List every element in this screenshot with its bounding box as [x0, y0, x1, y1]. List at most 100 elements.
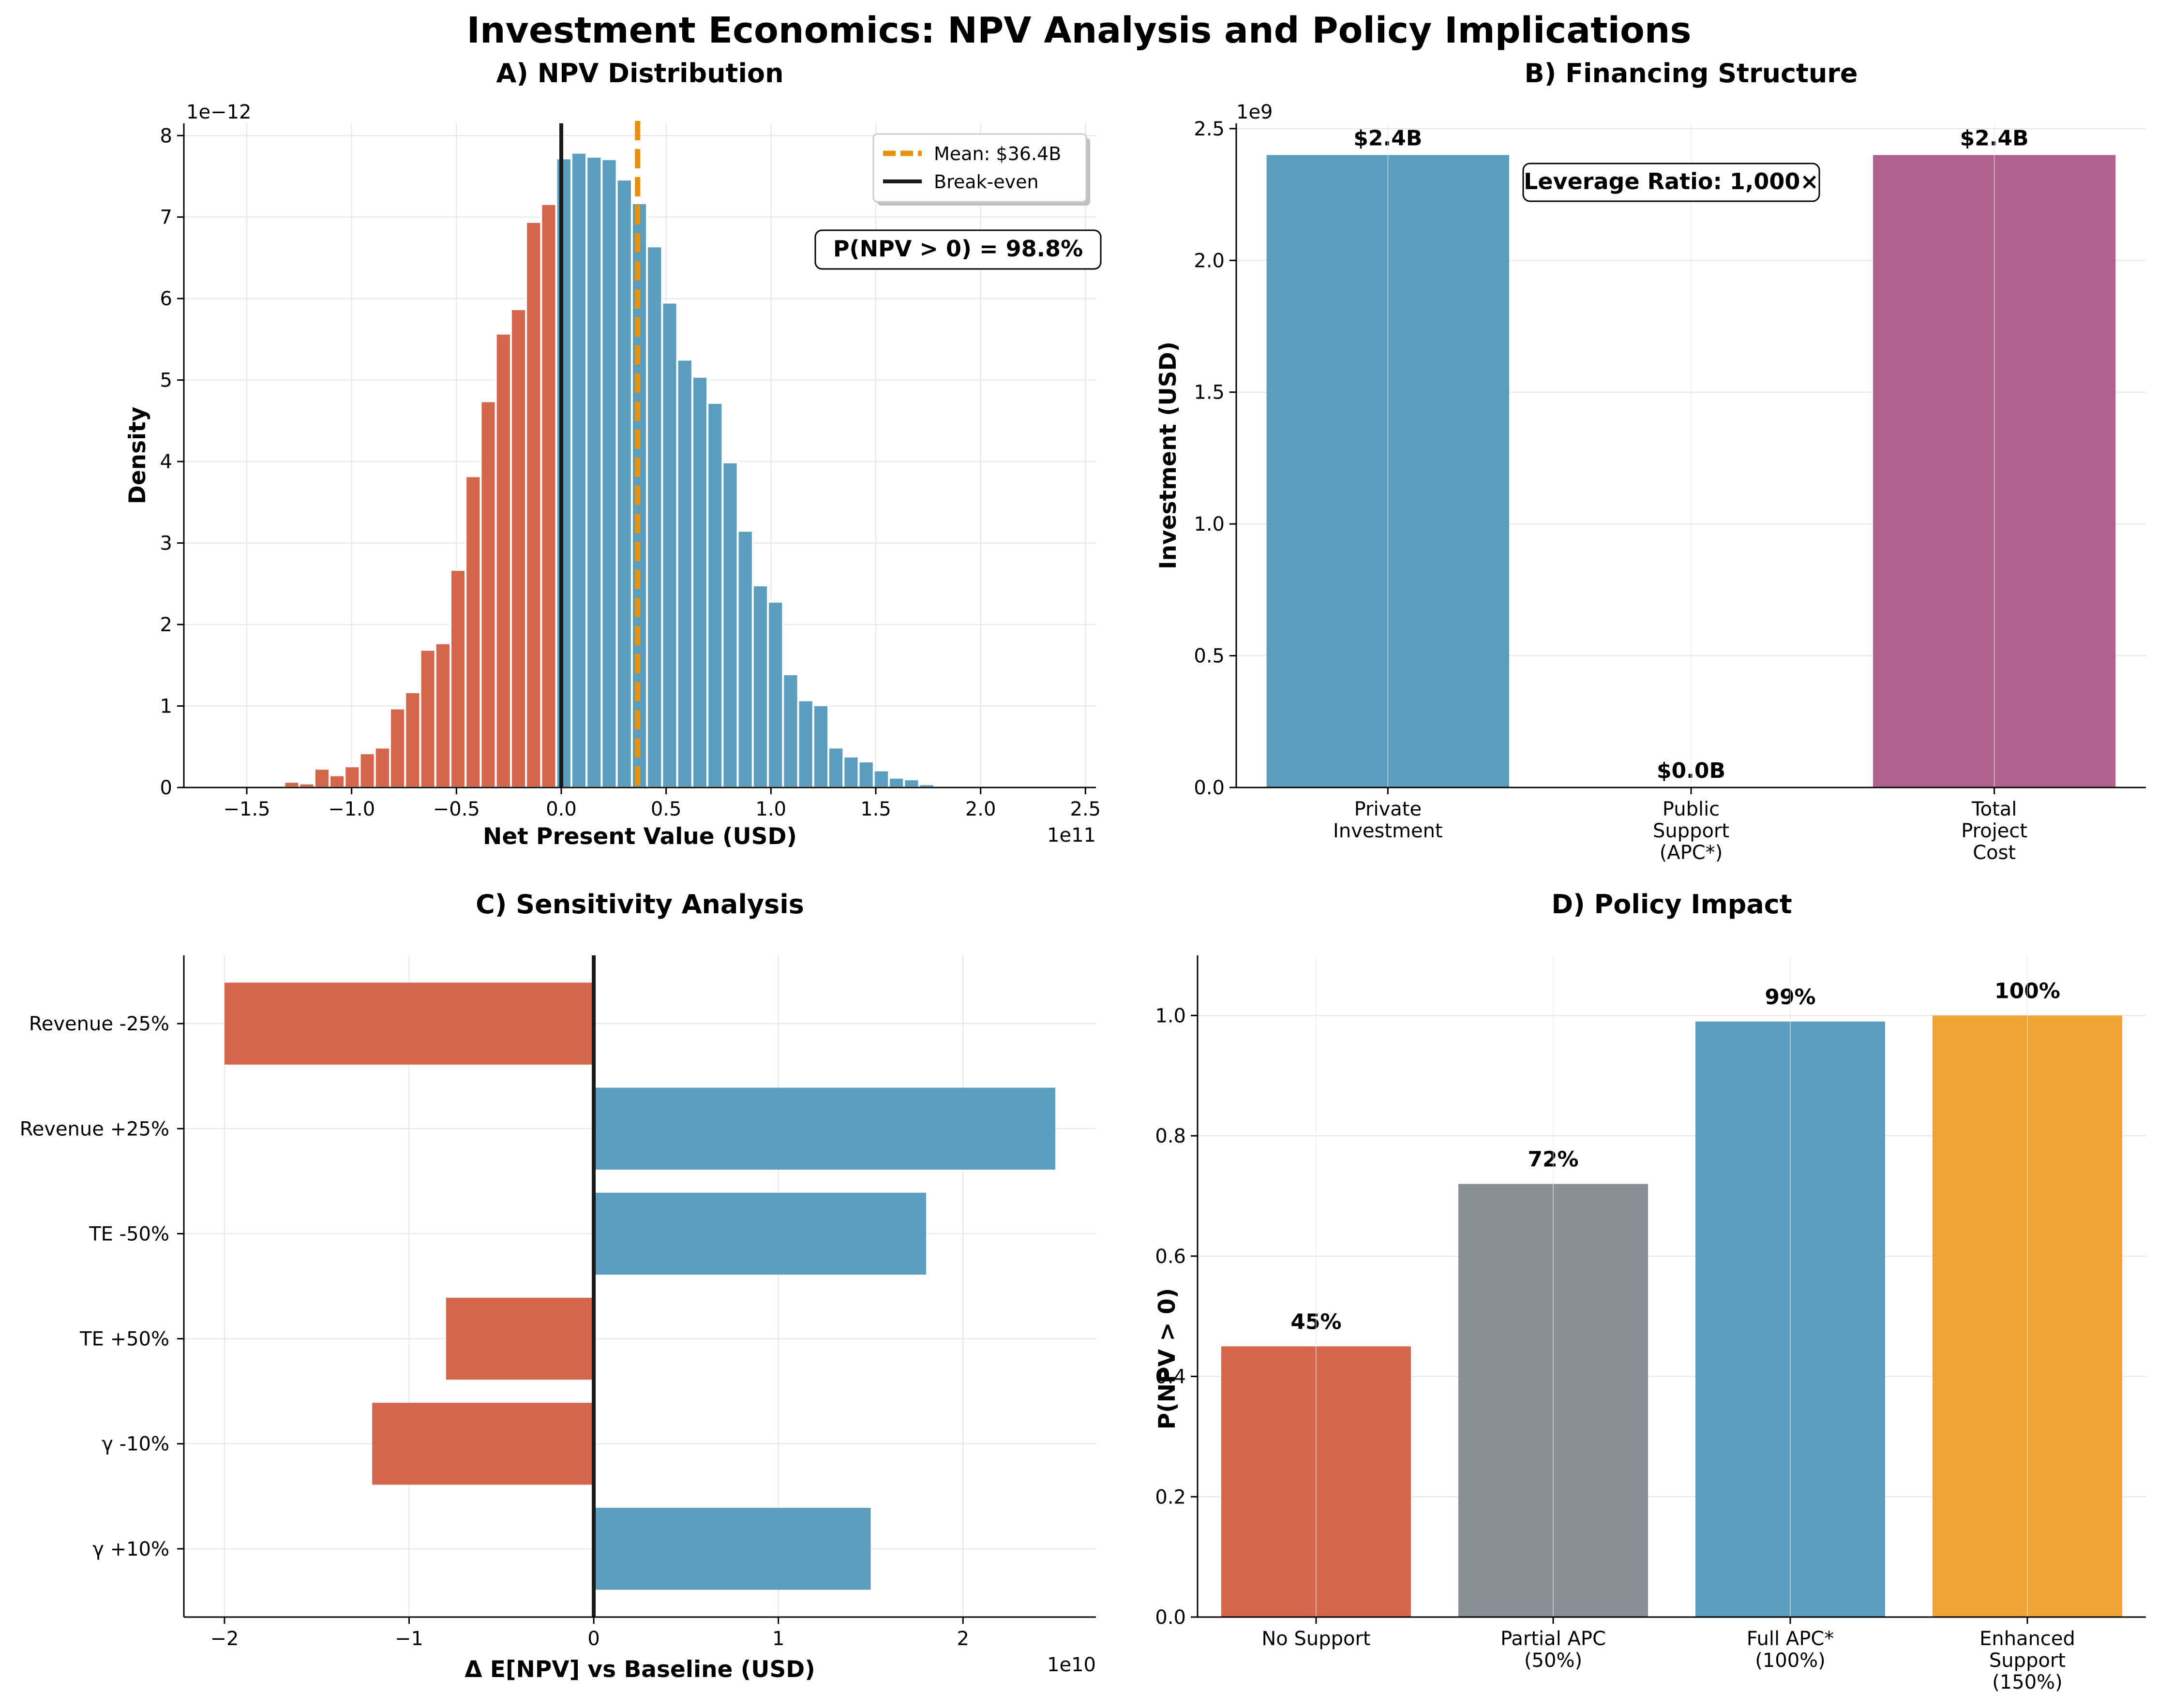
c-x-tick-label: −2 [210, 1628, 239, 1650]
d-x-tick-label: Partial APC (50%) [1500, 1628, 1606, 1672]
d-x-tick-label: Full APC* (100%) [1747, 1628, 1834, 1672]
b-y-tick-label: 1.0 [1194, 513, 1225, 535]
leverage-annotation: Leverage Ratio: 1,000× [1524, 168, 1819, 194]
c-x-multiplier: 1e10 [1047, 1654, 1096, 1676]
histogram-bar [344, 765, 361, 788]
c-x-axis-label: Δ E[NPV] vs Baseline (USD) [465, 1656, 815, 1683]
histogram-bar [888, 776, 905, 789]
histogram-bar [767, 600, 784, 789]
a-y-tick-label: 6 [160, 288, 172, 310]
histogram-bar [495, 332, 512, 788]
histogram-bar [646, 245, 663, 789]
a-x-tick-label: −0.5 [433, 798, 480, 820]
a-x-multiplier: 1e11 [1047, 824, 1096, 847]
d-x-tick-label: Enhanced Support (150%) [1979, 1628, 2075, 1693]
histogram-bar [510, 308, 527, 788]
histogram-bar [736, 530, 754, 788]
histogram-bar [903, 778, 920, 788]
sensitivity-bar [224, 982, 594, 1065]
histogram-bar [283, 781, 300, 789]
c-y-tick-label: TE +50% [79, 1328, 169, 1351]
histogram-bar [661, 301, 678, 788]
b-y-tick-label: 2.0 [1194, 250, 1225, 272]
histogram-bar [676, 358, 693, 788]
d-y-axis-label: P(NPV > 0) [1154, 1288, 1181, 1429]
a-x-tick-label: 0.0 [546, 798, 577, 820]
histogram-bar [389, 707, 406, 789]
histogram-bar [570, 151, 588, 789]
histogram-bar [706, 401, 724, 788]
histogram-bar [782, 673, 799, 788]
histogram-bar [691, 375, 709, 788]
c-x-tick-label: 2 [957, 1628, 969, 1650]
sensitivity-bar [594, 1508, 871, 1590]
histogram-bar [540, 203, 557, 788]
d-y-tick-label: 0.2 [1155, 1486, 1186, 1508]
legend-break-even-label: Break-even [934, 171, 1039, 193]
c-panel-title: C) Sensitivity Analysis [476, 889, 804, 920]
histogram-bar [374, 746, 391, 789]
histogram-bar [585, 156, 603, 788]
histogram-bar [359, 752, 376, 788]
histogram-bar [329, 774, 346, 789]
histogram-bar [419, 649, 436, 788]
legend-mean-label: Mean: $36.4B [934, 143, 1061, 164]
a-x-tick-label: 1.0 [756, 798, 787, 820]
c-x-tick-label: 1 [772, 1628, 784, 1650]
c-y-tick-label: γ +10% [92, 1538, 169, 1560]
probability-annotation: P(NPV > 0) = 98.8% [833, 236, 1083, 262]
a-y-tick-label: 5 [160, 370, 172, 392]
c-y-tick-label: γ -10% [102, 1433, 169, 1456]
leverage-annotation-box [1522, 163, 1820, 202]
b-y-axis-label: Investment (USD) [1155, 342, 1182, 569]
b-y-tick-label: 0.5 [1194, 645, 1225, 668]
a-y-tick-label: 2 [160, 614, 172, 636]
sensitivity-bar [594, 1087, 1056, 1170]
sensitivity-analysis-panel: −2 −1 0 1 2 Revenue -25% Revenue +25% TE -50% TE… [20, 889, 1096, 1683]
b-y-tick-label: 0.0 [1194, 777, 1225, 799]
npv-distribution-panel: −1.5 −1.0 −0.5 0.0 0.5 1.0 1.5 2.0 2.5 0 1 2 3 4 5 6 7 8 A… [124, 58, 1102, 850]
histogram-bar [404, 691, 421, 789]
b-x-tick-label: Private Investment [1333, 798, 1443, 842]
d-y-tick-label: 1.0 [1155, 1005, 1186, 1027]
a-y-tick-label: 1 [160, 696, 172, 718]
b-x-tick-label: Total Project Cost [1961, 798, 2027, 864]
c-y-tick-label: Revenue +25% [20, 1118, 169, 1140]
a-y-tick-label: 4 [160, 451, 172, 473]
figure-title: Investment Economics: NPV Analysis and P… [466, 10, 1691, 51]
histogram-bar [872, 769, 890, 788]
histogram-bar [449, 569, 467, 788]
d-y-tick-label: 0.6 [1155, 1246, 1186, 1268]
histogram-bar [827, 746, 845, 789]
histogram-bar [525, 221, 542, 789]
b-y-multiplier: 1e9 [1236, 101, 1273, 123]
a-x-tick-label: −1.5 [223, 798, 270, 820]
c-y-tick-label: TE -50% [89, 1223, 169, 1245]
a-y-tick-label: 8 [160, 125, 172, 147]
b-panel-title: B) Financing Structure [1524, 58, 1858, 89]
c-y-tick-label: Revenue -25% [29, 1013, 169, 1035]
histogram-bar [797, 699, 814, 788]
a-y-multiplier: 1e−12 [186, 101, 251, 123]
a-x-axis-label: Net Present Value (USD) [483, 823, 797, 850]
a-x-tick-label: 1.5 [860, 798, 891, 820]
histogram-bar [857, 760, 875, 789]
histogram-bar [842, 755, 860, 788]
a-y-axis-label: Density [124, 407, 151, 505]
histogram-bar [615, 178, 633, 789]
b-y-tick-label: 1.5 [1194, 382, 1225, 404]
financing-structure-panel: $2.4B$0.0B$2.4B0.00.51.01.52.02.5Private… [1155, 58, 2146, 864]
a-y-tick-label: 3 [160, 533, 172, 555]
histogram-bar [465, 475, 482, 788]
a-panel-title: A) NPV Distribution [496, 58, 783, 89]
policy-impact-panel: 45%72%99% 100%0.00.20.40.60.81.0No Suppor… [1154, 889, 2146, 1693]
d-x-tick-label: No Support [1261, 1628, 1370, 1650]
b-x-tick-label: Public Support (APC*) [1653, 798, 1729, 864]
a-x-tick-label: 0.5 [651, 798, 682, 820]
a-x-tick-label: −1.0 [328, 798, 375, 820]
a-x-tick-label: 2.0 [965, 798, 996, 820]
d-panel-title: D) Policy Impact [1551, 889, 1792, 920]
d-y-tick-label: 0.4 [1155, 1366, 1186, 1388]
a-y-tick-label: 7 [160, 207, 172, 229]
